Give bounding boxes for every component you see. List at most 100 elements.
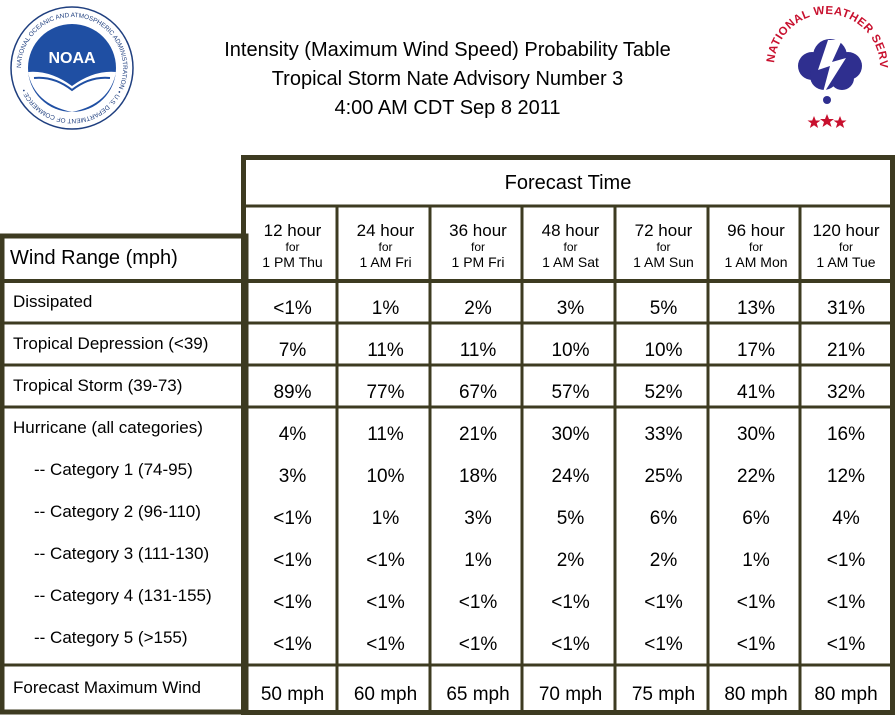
table-cell: 31% bbox=[826, 298, 866, 319]
column-header-when: 1 PM Thu bbox=[262, 254, 323, 270]
table-cell: <1% bbox=[826, 550, 866, 571]
table-cell: 3% bbox=[278, 466, 307, 487]
table-cell: 10% bbox=[644, 340, 683, 361]
nws-logo: NATIONAL WEATHER SERVICE bbox=[764, 4, 889, 129]
column-header-hours: 24 hour bbox=[356, 221, 415, 240]
table-cell: 13% bbox=[736, 298, 776, 319]
table-cell: 24% bbox=[551, 466, 590, 487]
table-cell: 4% bbox=[832, 508, 860, 529]
table-title: Intensity (Maximum Wind Speed) Probabili… bbox=[150, 36, 745, 123]
table-cell: 17% bbox=[736, 340, 776, 361]
table-cell: <1% bbox=[826, 634, 866, 655]
table-cell: 11% bbox=[459, 340, 497, 361]
column-header-when: 1 PM Fri bbox=[451, 254, 505, 270]
row-label: -- Category 4 (131-155) bbox=[34, 586, 212, 605]
row-label: Hurricane (all categories) bbox=[13, 418, 203, 437]
column-header-hours: 12 hour bbox=[263, 221, 322, 240]
column-header-for: for bbox=[838, 240, 853, 254]
wind-range-header: Wind Range (mph) bbox=[10, 247, 178, 269]
table-cell: <1% bbox=[826, 592, 866, 613]
table-cell: 89% bbox=[273, 382, 312, 403]
table-cell: 1% bbox=[371, 298, 400, 319]
nws-cloud-icon bbox=[798, 39, 862, 104]
row-label: -- Category 1 (74-95) bbox=[34, 460, 193, 479]
title-line-2: Tropical Storm Nate Advisory Number 3 bbox=[271, 68, 624, 90]
table-cell: 11% bbox=[367, 424, 404, 445]
column-header-6: 96 hour for 1 AM Mon bbox=[710, 222, 802, 269]
column-header-for: for bbox=[656, 240, 671, 254]
row-label: -- Category 3 (111-130) bbox=[34, 544, 210, 563]
title-line-3: 4:00 AM CDT Sep 8 2011 bbox=[334, 97, 561, 119]
table-cell: 33% bbox=[644, 424, 683, 445]
column-header-5: 72 hour for 1 AM Sun bbox=[617, 222, 710, 269]
column-header-for: for bbox=[563, 240, 578, 254]
column-header-for: for bbox=[285, 240, 300, 254]
table-cell: <1% bbox=[366, 550, 405, 571]
table-cell: 11% bbox=[367, 340, 404, 361]
column-header-hours: 120 hour bbox=[812, 221, 880, 240]
table-cell: 80 mph bbox=[814, 684, 878, 705]
column-header-for: for bbox=[748, 240, 763, 254]
table-cell: 41% bbox=[736, 382, 776, 403]
table-cell: 16% bbox=[826, 424, 866, 445]
table-cell: 25% bbox=[644, 466, 683, 487]
table-cell: 22% bbox=[736, 466, 776, 487]
table-cell: 12% bbox=[826, 466, 866, 487]
table-cell: 77% bbox=[366, 382, 405, 403]
table-cell: <1% bbox=[736, 592, 776, 613]
table-cell: <1% bbox=[273, 592, 312, 613]
table-cell: 5% bbox=[649, 298, 678, 319]
table-cell: 7% bbox=[278, 340, 307, 361]
table-cell: 75 mph bbox=[631, 684, 696, 705]
table-cell: 1% bbox=[742, 550, 770, 571]
table-cell: 18% bbox=[458, 466, 498, 487]
row-label: Dissipated bbox=[13, 292, 93, 311]
table-cell: 32% bbox=[826, 382, 866, 403]
table-cell: <1% bbox=[366, 592, 405, 613]
table-cell: 30% bbox=[736, 424, 776, 445]
nws-stars-icon bbox=[807, 114, 847, 128]
table-cell: 10% bbox=[366, 466, 405, 487]
table-cell: 21% bbox=[826, 340, 866, 361]
table-cell: 6% bbox=[649, 508, 678, 529]
table-cell: <1% bbox=[458, 634, 498, 655]
table-cell: <1% bbox=[366, 634, 405, 655]
table-cell: 60 mph bbox=[353, 684, 418, 705]
column-header-when: 1 AM Sun bbox=[633, 254, 694, 270]
column-header-3: 36 hour for 1 PM Fri bbox=[432, 222, 524, 269]
column-header-hours: 36 hour bbox=[449, 221, 507, 240]
noaa-logo-wordmark: NOAA bbox=[48, 50, 96, 67]
column-header-for: for bbox=[470, 240, 485, 254]
table-cell: <1% bbox=[644, 634, 683, 655]
column-header-1: 12 hour for 1 PM Thu bbox=[246, 222, 339, 269]
table-cell: <1% bbox=[551, 592, 590, 613]
table-cell: <1% bbox=[273, 634, 312, 655]
row-label: Tropical Depression (<39) bbox=[13, 334, 209, 353]
column-header-when: 1 AM Sat bbox=[542, 254, 599, 270]
column-header-4: 48 hour for 1 AM Sat bbox=[524, 222, 617, 269]
table-cell: 80 mph bbox=[724, 684, 788, 705]
table-cell: 67% bbox=[458, 382, 498, 403]
table-cell: 5% bbox=[556, 508, 585, 529]
column-header-when: 1 AM Tue bbox=[816, 254, 876, 270]
table-cell: 57% bbox=[551, 382, 590, 403]
column-header-when: 1 AM Fri bbox=[359, 254, 412, 270]
noaa-logo: NOAA NATIONAL OCEANIC AND ATMOSPHERIC AD… bbox=[10, 6, 134, 130]
column-header-hours: 96 hour bbox=[727, 221, 785, 240]
table-cell: <1% bbox=[736, 634, 776, 655]
table-cell: 50 mph bbox=[260, 684, 325, 705]
row-label: Forecast Maximum Wind bbox=[13, 678, 201, 697]
table-cell: 2% bbox=[556, 550, 585, 571]
column-header-for: for bbox=[378, 240, 393, 254]
table-cell: 52% bbox=[644, 382, 683, 403]
row-label: -- Category 2 (96-110) bbox=[34, 502, 201, 521]
table-cell: <1% bbox=[551, 634, 590, 655]
row-label: Tropical Storm (39-73) bbox=[13, 376, 183, 395]
table-cell: 70 mph bbox=[538, 684, 603, 705]
table-cell: 1% bbox=[371, 508, 400, 529]
table-cell: 1% bbox=[464, 550, 492, 571]
table-cell: 2% bbox=[649, 550, 678, 571]
table-cell: 65 mph bbox=[446, 684, 510, 705]
table-cell: <1% bbox=[273, 298, 312, 319]
title-line-1: Intensity (Maximum Wind Speed) Probabili… bbox=[224, 39, 671, 61]
